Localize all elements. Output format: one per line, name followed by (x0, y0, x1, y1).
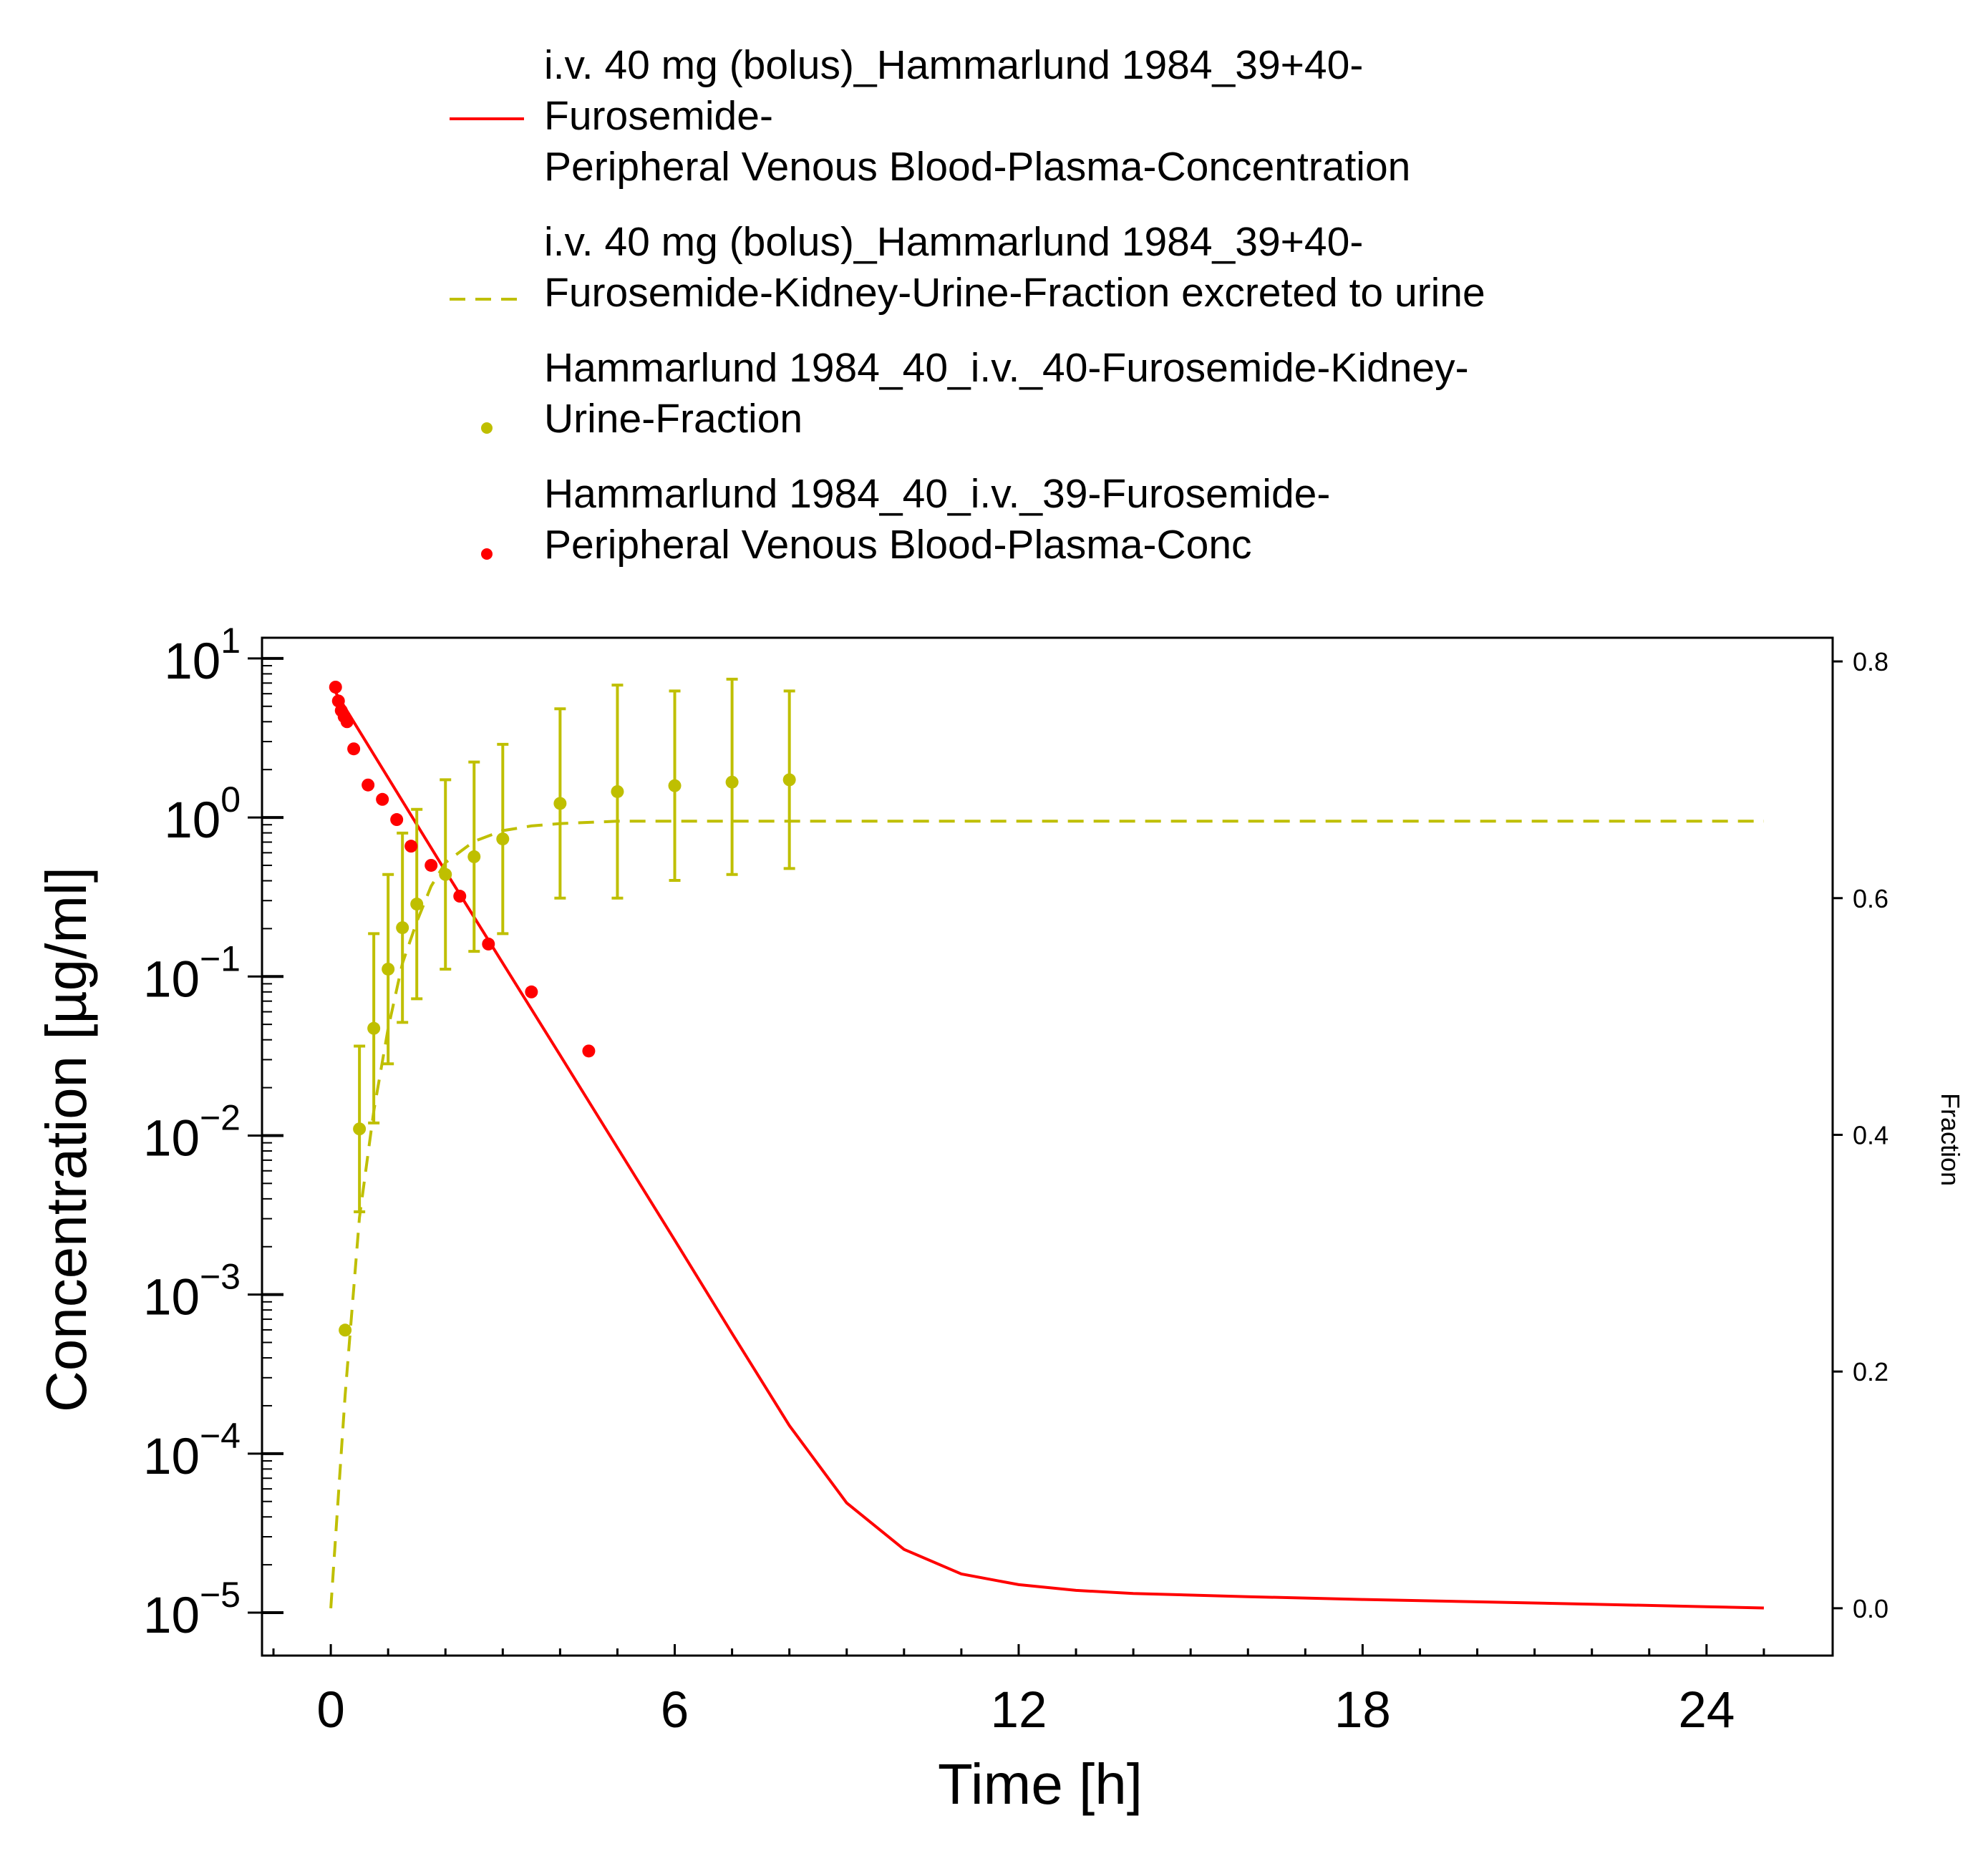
y-tick-label: 101 (164, 621, 241, 690)
concentration-data-point (362, 778, 375, 792)
concentration-data-point (425, 858, 438, 872)
concentration-data-point (453, 890, 467, 903)
y-axis-title: Concentration [µg/ml] (34, 867, 98, 1412)
y2-tick-label: 0.6 (1853, 884, 1888, 913)
concentration-data-point (582, 1044, 596, 1058)
axes: 0 6 12 18 24 Time [h] 10−5 10−4 10−3 10−2 10−1 100 1… (34, 621, 1965, 1816)
concentration-data-point (329, 680, 342, 694)
fraction-data-point (467, 850, 481, 863)
plot-area (329, 677, 1764, 1610)
fraction-simulation-line (329, 820, 1764, 1609)
y2-tick-label: 0.4 (1853, 1120, 1888, 1150)
fraction-data-point (353, 1122, 367, 1136)
fraction-data-point (339, 1323, 352, 1337)
y2-tick-label: 0.8 (1853, 647, 1888, 676)
concentration-data-point (390, 813, 404, 827)
fraction-data-point (496, 832, 510, 846)
y-tick-label: 10−4 (143, 1416, 241, 1485)
legend-swatch-dot (481, 548, 493, 560)
fraction-data-point (396, 921, 409, 935)
fraction-data-point (725, 775, 739, 789)
fraction-data-point (782, 773, 796, 787)
x-tick-label: 6 (661, 1682, 689, 1739)
y-tick-label: 10−5 (143, 1575, 241, 1644)
plot-frame (261, 636, 1834, 1657)
legend-label: Peripheral Venous Blood-Plasma-Concentra… (544, 144, 1410, 190)
fraction-data-point (553, 797, 567, 810)
y2-tick-label: 0.2 (1853, 1357, 1888, 1386)
legend-label: i.v. 40 mg (bolus)_Hammarlund 1984_39+40… (544, 42, 1363, 88)
y-tick-label: 10−3 (143, 1257, 241, 1326)
x-tick-label: 18 (1334, 1682, 1391, 1739)
y-tick-label: 10−2 (143, 1097, 241, 1167)
legend-label: Furosemide- (544, 93, 773, 139)
legend-label: i.v. 40 mg (bolus)_Hammarlund 1984_39+40… (544, 219, 1363, 265)
legend-label: Peripheral Venous Blood-Plasma-Conc (544, 522, 1252, 568)
legend-label: Urine-Fraction (544, 396, 803, 442)
x-axis-title: Time [h] (938, 1752, 1143, 1816)
concentration-data-point (404, 840, 418, 853)
fraction-data-point (668, 779, 682, 792)
legend: i.v. 40 mg (bolus)_Hammarlund 1984_39+40… (450, 42, 1485, 568)
x-tick-label: 12 (990, 1682, 1047, 1739)
legend-swatch-dot (481, 422, 493, 434)
fraction-data-point (439, 868, 452, 881)
fraction-data-point (367, 1021, 381, 1035)
x-tick-label: 0 (316, 1682, 345, 1739)
fraction-data-point (611, 784, 624, 798)
concentration-data-point (347, 742, 361, 756)
concentration-data-point (340, 715, 354, 729)
x-tick-label: 24 (1678, 1682, 1735, 1739)
concentration-data-point (525, 985, 538, 999)
concentration-simulation-line (332, 688, 1764, 1610)
concentration-data-point (376, 792, 389, 806)
fraction-data-point (382, 962, 395, 976)
legend-label: Hammarlund 1984_40_i.v._40-Furosemide-Ki… (544, 345, 1469, 391)
y2-axis-title: Fraction (1936, 1093, 1965, 1186)
legend-label: Hammarlund 1984_40_i.v._39-Furosemide- (544, 471, 1330, 517)
concentration-data-point (482, 937, 495, 951)
legend-label: Furosemide-Kidney-Urine-Fraction excrete… (544, 270, 1485, 316)
y-tick-label: 100 (164, 779, 241, 849)
y-tick-label: 10−1 (143, 938, 241, 1008)
fraction-data-point (410, 898, 424, 911)
y2-tick-label: 0.0 (1853, 1594, 1888, 1623)
